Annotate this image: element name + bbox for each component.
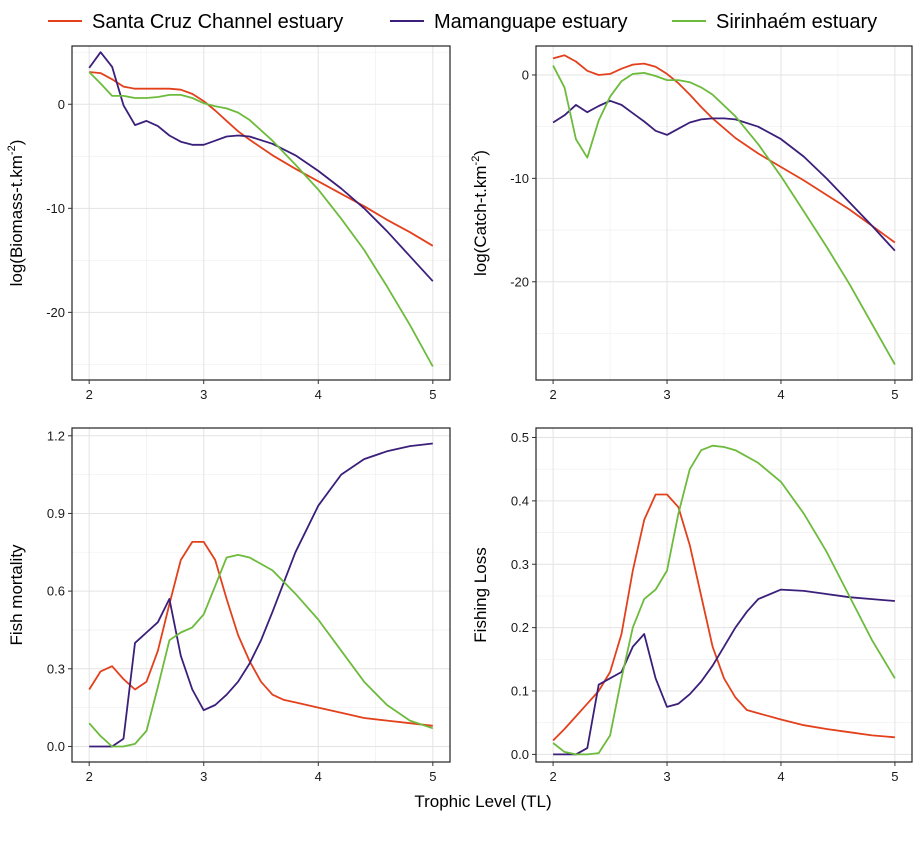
y-tick-label: 0.9 [47, 506, 65, 521]
y-axis-title-text: log(Catch-t.km [471, 165, 490, 276]
legend: Santa Cruz Channel estuary Mamanguape est… [48, 11, 877, 33]
y-tick-label: 0.4 [511, 493, 529, 508]
x-tick-label: 4 [777, 387, 784, 402]
y-axis-title: Fishing Loss [471, 547, 490, 642]
panel-border [71, 45, 451, 381]
x-tick-label: 3 [663, 769, 670, 784]
y-tick-label: -10 [46, 201, 65, 216]
y-tick-label: 0 [522, 67, 529, 82]
y-tick-label: 1.2 [47, 428, 65, 443]
legend-item: Santa Cruz Channel estuary [48, 11, 343, 33]
x-tick-label: 5 [429, 387, 436, 402]
x-tick-label: 3 [200, 387, 207, 402]
y-axis-title-superscript: -2 [470, 156, 482, 166]
series-line [89, 442, 433, 748]
y-axis-title-close: ) [471, 150, 490, 156]
y-tick-label: 0.3 [47, 661, 65, 676]
y-axis-title-text: Fishing Loss [471, 547, 490, 642]
x-tick-label: 4 [315, 387, 322, 402]
series-line [552, 444, 896, 756]
chart-panel: 2 3 4 5 0 -10 -20 log(Catch-t.km-2) [470, 45, 913, 402]
x-tick-label: 3 [663, 387, 670, 402]
y-axis-title-text: log(Biomass-t.km [7, 155, 26, 286]
y-tick-label: -20 [46, 305, 65, 320]
y-tick-label: 0.1 [511, 684, 529, 699]
y-tick-label: 0.0 [511, 747, 529, 762]
y-tick-label: 0.6 [47, 584, 65, 599]
series-line [89, 71, 434, 247]
legend-item: Mamanguape estuary [390, 11, 627, 33]
y-tick-label: -10 [510, 171, 529, 186]
x-tick-label: 4 [777, 769, 784, 784]
panel-border [71, 427, 451, 763]
x-tick-label: 2 [549, 769, 556, 784]
series-line [88, 71, 434, 367]
x-tick-label: 5 [891, 387, 898, 402]
legend-label: Sirinhaém estuary [716, 11, 877, 33]
x-tick-label: 5 [891, 769, 898, 784]
series-line [552, 54, 896, 244]
y-tick-label: 0 [58, 97, 65, 112]
series-line [88, 541, 433, 727]
x-tick-label: 2 [549, 387, 556, 402]
y-axis-title: log(Catch-t.km-2) [470, 150, 490, 276]
series-line [552, 65, 896, 365]
series-line [552, 99, 896, 252]
legend-label: Santa Cruz Channel estuary [92, 11, 343, 33]
panel-border [535, 45, 913, 381]
chart-panel: 2 3 4 5 0.0 0.3 0.6 0.9 1.2 Fish mortality [7, 427, 451, 784]
chart-panel: 2 3 4 5 0.0 0.1 0.2 0.3 0.4 0.5 Fishing Loss [471, 427, 913, 784]
y-axis-title-close: ) [7, 140, 26, 146]
y-axis-title: Fish mortality [7, 544, 26, 646]
x-axis-title: Trophic Level (TL) [414, 792, 551, 811]
x-tick-label: 5 [429, 769, 436, 784]
x-tick-label: 3 [200, 769, 207, 784]
series-line [88, 554, 434, 748]
chart-panel: 2 3 4 5 0 -10 -20 log(Biomass-t.km-2) [6, 45, 451, 402]
y-tick-label: 0.2 [511, 620, 529, 635]
x-tick-label: 2 [86, 387, 93, 402]
x-tick-label: 2 [86, 769, 93, 784]
panel-border [535, 427, 913, 763]
y-tick-label: 0.5 [511, 430, 529, 445]
series-line [552, 493, 895, 742]
y-tick-label: -20 [510, 274, 529, 289]
legend-item: Sirinhaém estuary [672, 11, 877, 33]
y-tick-label: 0.3 [511, 557, 529, 572]
y-axis-title: log(Biomass-t.km-2) [6, 140, 26, 287]
series-line [88, 51, 434, 282]
legend-label: Mamanguape estuary [434, 11, 627, 33]
y-axis-title-superscript: -2 [6, 145, 18, 155]
y-axis-title-text: Fish mortality [7, 544, 26, 646]
x-tick-label: 4 [315, 769, 322, 784]
y-tick-label: 0.0 [47, 739, 65, 754]
series-line [553, 588, 895, 756]
